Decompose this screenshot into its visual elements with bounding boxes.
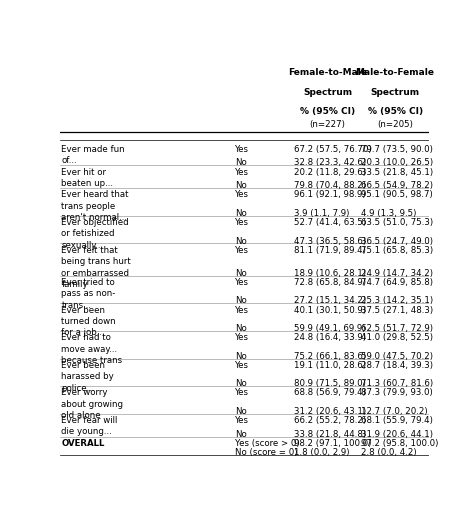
Text: 75.2 (66.1, 83.6): 75.2 (66.1, 83.6) — [294, 352, 366, 361]
Text: 24.8 (16.4, 33.9): 24.8 (16.4, 33.9) — [294, 333, 366, 342]
Text: 47.3 (36.5, 58.6): 47.3 (36.5, 58.6) — [294, 237, 366, 245]
Text: 67.2 (57.5, 76.70): 67.2 (57.5, 76.70) — [294, 145, 371, 153]
Text: Ever hit or
beaten up...: Ever hit or beaten up... — [61, 167, 113, 188]
Text: 31.9 (20.6, 44.1): 31.9 (20.6, 44.1) — [360, 430, 432, 439]
Text: 27.2 (15.1, 34.2): 27.2 (15.1, 34.2) — [294, 296, 366, 305]
Text: 63.5 (51.0, 75.3): 63.5 (51.0, 75.3) — [360, 218, 432, 227]
Text: 32.8 (23.3, 42.6): 32.8 (23.3, 42.6) — [294, 159, 366, 167]
Text: Ever had to
move away...
because trans: Ever had to move away... because trans — [61, 333, 122, 365]
Text: 68.1 (55.9, 79.4): 68.1 (55.9, 79.4) — [360, 416, 432, 425]
Text: 1.8 (0.0, 2.9): 1.8 (0.0, 2.9) — [294, 448, 349, 457]
Text: 80.9 (71.5, 89.0): 80.9 (71.5, 89.0) — [294, 379, 366, 388]
Text: Yes: Yes — [235, 218, 248, 227]
Text: Yes: Yes — [235, 333, 248, 342]
Text: Ever heard that
trans people
aren't normal...: Ever heard that trans people aren't norm… — [61, 190, 129, 223]
Text: 20.3 (10.0, 26.5): 20.3 (10.0, 26.5) — [360, 159, 432, 167]
Text: 2.8 (0.0, 4.2): 2.8 (0.0, 4.2) — [360, 448, 416, 457]
Text: Yes: Yes — [235, 278, 248, 287]
Text: Spectrum: Spectrum — [370, 88, 419, 97]
Text: Ever been
harassed by
police...: Ever been harassed by police... — [61, 361, 114, 393]
Text: No: No — [235, 269, 247, 278]
Text: 37.5 (27.1, 48.3): 37.5 (27.1, 48.3) — [360, 306, 432, 315]
Text: Ever been
turned down
for a job...: Ever been turned down for a job... — [61, 306, 116, 337]
Text: 98.2 (97.1, 100.0): 98.2 (97.1, 100.0) — [294, 439, 371, 448]
Text: 20.2 (11.8, 29.6): 20.2 (11.8, 29.6) — [294, 167, 366, 176]
Text: 41.0 (29.8, 52.5): 41.0 (29.8, 52.5) — [360, 333, 432, 342]
Text: 59.9 (49.1, 69.9): 59.9 (49.1, 69.9) — [294, 324, 365, 333]
Text: % (95% CI): % (95% CI) — [299, 107, 355, 116]
Text: No: No — [235, 407, 247, 416]
Text: 96.1 (92.1, 98.9): 96.1 (92.1, 98.9) — [294, 190, 365, 199]
Text: Female-to-Male: Female-to-Male — [288, 69, 367, 77]
Text: 52.7 (41.4, 63.5): 52.7 (41.4, 63.5) — [294, 218, 366, 227]
Text: 74.7 (64.9, 85.8): 74.7 (64.9, 85.8) — [360, 278, 432, 287]
Text: Ever made fun
of...: Ever made fun of... — [61, 145, 125, 165]
Text: Yes (score > 0): Yes (score > 0) — [235, 439, 299, 448]
Text: Yes: Yes — [235, 416, 248, 425]
Text: Spectrum: Spectrum — [302, 88, 351, 97]
Text: 59.0 (47.5, 70.2): 59.0 (47.5, 70.2) — [360, 352, 432, 361]
Text: 87.3 (79.9, 93.0): 87.3 (79.9, 93.0) — [360, 388, 432, 397]
Text: 25.3 (14.2, 35.1): 25.3 (14.2, 35.1) — [360, 296, 432, 305]
Text: OVERALL: OVERALL — [61, 439, 105, 448]
Text: No: No — [235, 237, 247, 245]
Text: Yes: Yes — [235, 190, 248, 199]
Text: (n=227): (n=227) — [309, 120, 345, 129]
Text: 31.2 (20.6, 43.1): 31.2 (20.6, 43.1) — [294, 407, 366, 416]
Text: Yes: Yes — [235, 245, 248, 255]
Text: 68.8 (56.9, 79.4): 68.8 (56.9, 79.4) — [294, 388, 366, 397]
Text: Ever fear will
die young...: Ever fear will die young... — [61, 416, 118, 436]
Text: 75.1 (65.8, 85.3): 75.1 (65.8, 85.3) — [360, 245, 432, 255]
Text: 12.7 (7.0, 20.2): 12.7 (7.0, 20.2) — [360, 407, 426, 416]
Text: 66.5 (54.9, 78.2): 66.5 (54.9, 78.2) — [360, 181, 432, 190]
Text: No: No — [235, 296, 247, 305]
Text: 28.7 (18.4, 39.3): 28.7 (18.4, 39.3) — [360, 361, 432, 370]
Text: 66.2 (55.2, 78.2): 66.2 (55.2, 78.2) — [294, 416, 366, 425]
Text: % (95% CI): % (95% CI) — [367, 107, 422, 116]
Text: 33.8 (21.8, 44.8): 33.8 (21.8, 44.8) — [294, 430, 366, 439]
Text: No: No — [235, 181, 247, 190]
Text: 24.9 (14.7, 34.2): 24.9 (14.7, 34.2) — [360, 269, 432, 278]
Text: No: No — [235, 209, 247, 218]
Text: 72.8 (65.8, 84.9): 72.8 (65.8, 84.9) — [294, 278, 366, 287]
Text: Ever worry
about growing
old alone: Ever worry about growing old alone — [61, 388, 123, 420]
Text: 4.9 (1.3, 9.5): 4.9 (1.3, 9.5) — [360, 209, 416, 218]
Text: 71.3 (60.7, 81.6): 71.3 (60.7, 81.6) — [360, 379, 432, 388]
Text: No: No — [235, 379, 247, 388]
Text: Yes: Yes — [235, 306, 248, 315]
Text: Male-to-Female: Male-to-Female — [355, 69, 434, 77]
Text: Yes: Yes — [235, 145, 248, 153]
Text: 3.9 (1.1, 7.9): 3.9 (1.1, 7.9) — [294, 209, 349, 218]
Text: 79.7 (73.5, 90.0): 79.7 (73.5, 90.0) — [360, 145, 432, 153]
Text: 81.1 (71.9, 89.4): 81.1 (71.9, 89.4) — [294, 245, 366, 255]
Text: Ever felt that
being trans hurt
or embarrassed
family: Ever felt that being trans hurt or embar… — [61, 245, 131, 289]
Text: 95.1 (90.5, 98.7): 95.1 (90.5, 98.7) — [360, 190, 432, 199]
Text: No: No — [235, 352, 247, 361]
Text: No: No — [235, 430, 247, 439]
Text: No: No — [235, 324, 247, 333]
Text: 36.5 (24.7, 49.0): 36.5 (24.7, 49.0) — [360, 237, 432, 245]
Text: 33.5 (21.8, 45.1): 33.5 (21.8, 45.1) — [360, 167, 432, 176]
Text: (n=205): (n=205) — [377, 120, 412, 129]
Text: 18.9 (10.6, 28.1): 18.9 (10.6, 28.1) — [294, 269, 366, 278]
Text: 19.1 (11.0, 28.6): 19.1 (11.0, 28.6) — [294, 361, 366, 370]
Text: No (score = 0): No (score = 0) — [235, 448, 297, 457]
Text: 40.1 (30.1, 50.9): 40.1 (30.1, 50.9) — [294, 306, 366, 315]
Text: 97.2 (95.8, 100.0): 97.2 (95.8, 100.0) — [360, 439, 437, 448]
Text: Yes: Yes — [235, 361, 248, 370]
Text: Yes: Yes — [235, 388, 248, 397]
Text: 79.8 (70.4, 88.2): 79.8 (70.4, 88.2) — [294, 181, 366, 190]
Text: 62.5 (51.7, 72.9): 62.5 (51.7, 72.9) — [360, 324, 432, 333]
Text: Ever objectified
or fetishized
sexually...: Ever objectified or fetishized sexually.… — [61, 218, 129, 250]
Text: No: No — [235, 159, 247, 167]
Text: Ever tried to
pass as non-
trans...: Ever tried to pass as non- trans... — [61, 278, 116, 310]
Text: Yes: Yes — [235, 167, 248, 176]
